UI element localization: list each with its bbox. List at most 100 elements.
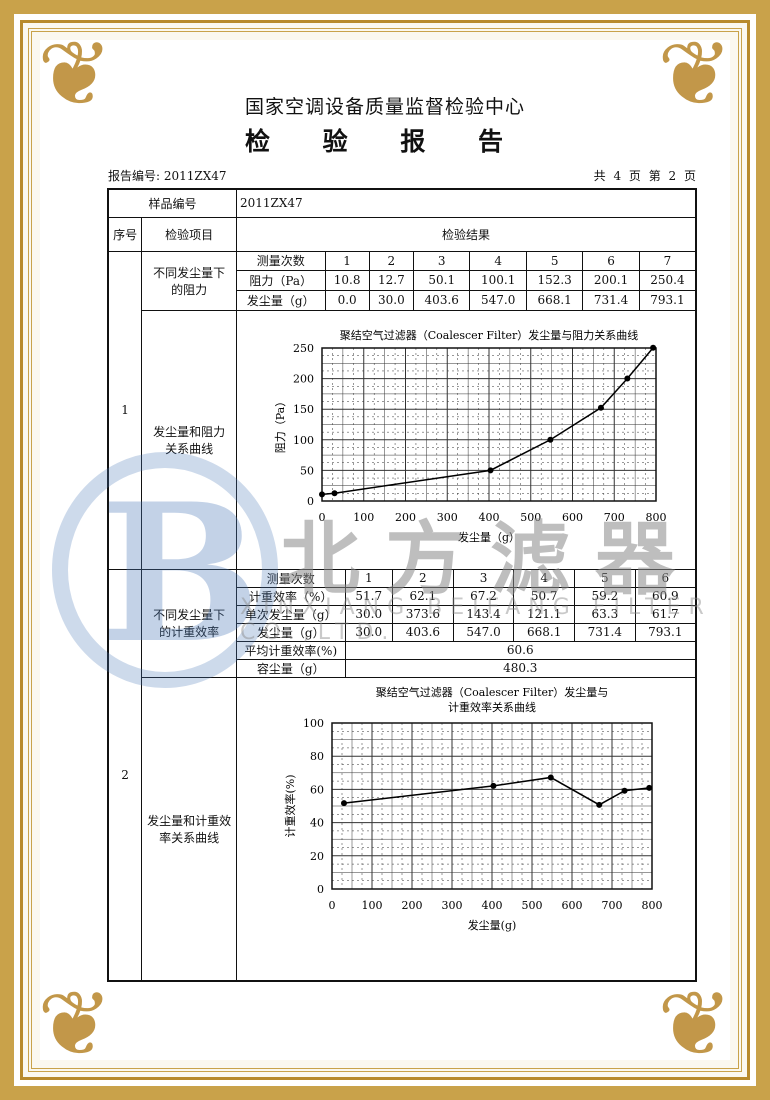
data-point xyxy=(547,436,554,443)
report-title: 检 验 报 告 xyxy=(244,127,526,156)
corner-ornament-icon: ❦ xyxy=(37,972,113,1077)
item-seq: 1 xyxy=(107,250,143,570)
x-tick-label: 800 xyxy=(642,899,663,912)
resistance-table: 测量次数 1 2 3 4 5 6 7 阻力（Pa） 10.8 12.7 50.1 100.1 152.3 2… xyxy=(237,251,695,310)
table-row: 阻力（Pa） 10.8 12.7 50.1 100.1 152.3 200.1 250.4 xyxy=(237,270,695,291)
cell: 547.0 xyxy=(469,289,527,310)
cell: 731.4 xyxy=(574,622,636,642)
y-tick-label: 0 xyxy=(307,495,314,508)
cell: 200.1 xyxy=(582,270,640,291)
inner-border xyxy=(28,28,742,1072)
cell: 547.0 xyxy=(452,622,515,642)
y-tick-label: 50 xyxy=(300,464,314,477)
row-label: 测量次数 xyxy=(237,251,326,272)
cell: 480.3 xyxy=(344,658,695,677)
cell: 4 xyxy=(513,569,576,588)
cell: 2 xyxy=(368,251,415,272)
row-label: 平均计重效率(%) xyxy=(237,640,346,660)
x-tick-label: 200 xyxy=(402,899,423,912)
row-label: 计重效率（%） xyxy=(237,586,346,606)
cell: 793.1 xyxy=(638,289,695,310)
x-tick-label: 600 xyxy=(562,511,583,524)
table-row: 测量次数 1 2 3 4 5 6 xyxy=(237,569,695,588)
x-tick-label: 200 xyxy=(395,511,416,524)
org-name: 国家空调设备质量监督检验中心 xyxy=(244,96,525,118)
item-name: 发尘量和阻力关系曲线 xyxy=(141,309,237,570)
resistance-chart: 聚结空气过滤器（Coalescer Filter）发尘量与阻力关系曲线 0 100 2… xyxy=(274,328,667,544)
corner-ornament-icon: ❦ xyxy=(657,972,733,1077)
x-tick-label: 500 xyxy=(522,899,543,912)
y-axis-label: 阻力（Pa） xyxy=(274,395,287,452)
item-name: 不同发尘量下的阻力 xyxy=(141,250,237,311)
cell: 10.8 xyxy=(324,270,370,291)
sample-value: 2011ZX47 xyxy=(236,188,697,218)
data-point xyxy=(650,344,657,351)
x-tick-label: 0 xyxy=(319,511,326,524)
y-tick-label: 200 xyxy=(293,372,314,385)
data-point xyxy=(487,466,494,473)
x-tick-label: 700 xyxy=(604,511,625,524)
cell: 30.0 xyxy=(368,289,415,310)
cell: 1 xyxy=(344,569,394,588)
cell: 4 xyxy=(469,251,527,272)
report-table: 样品编号 2011ZX47 序号 检验项目 检验结果 1 不同发尘量下的阻力 测… xyxy=(107,188,697,982)
cell: 3 xyxy=(412,251,471,272)
cell: 60.9 xyxy=(634,586,695,606)
x-tick-label: 600 xyxy=(562,899,583,912)
x-tick-label: 0 xyxy=(329,899,336,912)
cell: 121.1 xyxy=(513,604,576,624)
cell: 668.1 xyxy=(513,622,576,642)
report-number: 报告编号: 2011ZX47 xyxy=(108,169,227,183)
x-tick-label: 700 xyxy=(602,899,623,912)
cell: 6 xyxy=(634,569,695,588)
col-seq: 序号 xyxy=(107,216,143,252)
table-row: 单次发尘量（g） 30.0 373.6 143.4 121.1 63.3 61.7 xyxy=(237,604,695,624)
cell: 2 xyxy=(392,569,454,588)
cell: 50.1 xyxy=(412,270,471,291)
item-name: 发尘量和计重效率关系曲线 xyxy=(141,676,237,981)
y-tick-label: 40 xyxy=(310,816,324,829)
chart-title: 聚结空气过滤器（Coalescer Filter）发尘量与 xyxy=(376,685,609,699)
series-line xyxy=(321,346,654,495)
y-tick-label: 60 xyxy=(310,783,324,796)
cell: 731.4 xyxy=(582,289,640,310)
data-point xyxy=(596,801,603,808)
cell: 6 xyxy=(582,251,640,272)
table-row: 发尘量（g） 0.0 30.0 403.6 547.0 668.1 731.4 793.1 xyxy=(237,289,695,310)
y-tick-label: 20 xyxy=(310,849,324,862)
cell: 5 xyxy=(574,569,636,588)
item-name: 不同发尘量下的计重效率 xyxy=(141,568,237,678)
cell: 51.7 xyxy=(344,586,394,606)
row-label: 发尘量（g） xyxy=(237,289,326,310)
cell: 100.1 xyxy=(469,270,527,291)
row-label: 单次发尘量（g） xyxy=(237,604,346,624)
y-tick-label: 100 xyxy=(293,433,314,446)
cell: 3 xyxy=(452,569,515,588)
corner-ornament-icon: ❦ xyxy=(657,22,733,127)
data-point xyxy=(547,773,554,780)
col-item: 检验项目 xyxy=(141,216,237,252)
table-row: 计重效率（%） 51.7 62.1 67.2 50.7 59.2 60.9 xyxy=(237,586,695,606)
cell: 0.0 xyxy=(324,289,370,310)
x-tick-label: 100 xyxy=(362,899,383,912)
row-label: 阻力（Pa） xyxy=(237,270,326,291)
cell: 250.4 xyxy=(638,270,695,291)
x-tick-label: 300 xyxy=(442,899,463,912)
table-row: 测量次数 1 2 3 4 5 6 7 xyxy=(237,251,695,272)
cell: 59.2 xyxy=(574,586,636,606)
data-point xyxy=(621,787,628,794)
row-label: 发尘量（g） xyxy=(237,622,346,642)
corner-ornament-icon: ❦ xyxy=(37,22,113,127)
cell: 60.6 xyxy=(344,640,695,660)
cell: 793.1 xyxy=(634,622,695,642)
plot-frame xyxy=(331,721,653,890)
cell: 5 xyxy=(525,251,584,272)
table-row: 容尘量（g） 480.3 xyxy=(237,658,695,677)
cell: 403.6 xyxy=(392,622,454,642)
cell: 62.1 xyxy=(392,586,454,606)
table-row: 发尘量（g） 30.0 403.6 547.0 668.1 731.4 793.1 xyxy=(237,622,695,642)
x-axis-label: 发尘量（g） xyxy=(458,530,520,544)
cell: 67.2 xyxy=(452,586,515,606)
